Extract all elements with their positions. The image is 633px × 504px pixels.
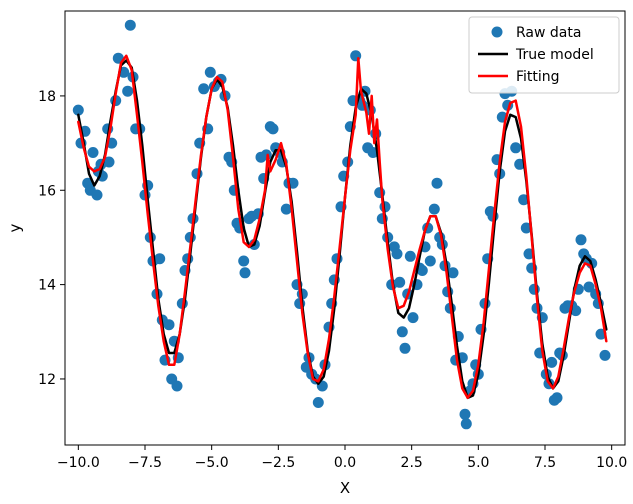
data-point [459,408,471,420]
x-tick-label: 0.0 [334,455,356,471]
fitting-line [77,54,608,400]
data-point [404,250,416,262]
x-tick-label: 10.0 [596,455,627,471]
y-tick-label: 18 [38,89,56,105]
y-tick-label: 16 [38,183,56,199]
data-point [103,156,115,168]
data-point [407,312,419,324]
data-point [72,104,84,116]
data-point [514,158,526,170]
x-tick-label: −2.5 [261,455,295,471]
x-tick-label: −7.5 [128,455,162,471]
x-tick-label: 7.5 [534,455,556,471]
x-axis: −10.0 −7.5 −5.0 −2.5 0.0 2.5 5.0 7.5 10.0 [57,445,627,471]
data-point [87,147,99,158]
y-axis-label: y [6,223,24,232]
data-point [91,189,103,201]
x-axis-label: X [340,479,350,497]
data-point [424,255,436,267]
data-point [312,397,324,408]
data-point [280,203,292,215]
legend-label-raw-data: Raw data [516,25,581,41]
data-point [460,418,472,430]
data-point [198,83,210,95]
data-point [428,203,440,215]
y-tick-label: 12 [38,372,56,388]
data-point [546,356,558,368]
legend-label-true-model: True model [515,47,594,63]
data-point [122,85,134,97]
data-point [551,392,563,404]
x-tick-label: −5.0 [195,455,229,471]
y-axis: 12 14 16 18 [38,89,65,388]
data-point [238,255,250,267]
data-point [416,265,428,276]
data-point [154,253,166,265]
data-point [391,248,403,260]
data-point [447,267,459,279]
data-point [163,319,175,331]
x-tick-label: −10.0 [57,455,100,471]
data-point [575,234,587,246]
data-point [431,177,443,189]
data-point [191,168,203,180]
x-tick-label: 5.0 [467,455,489,471]
data-point [520,222,532,234]
data-point [583,281,595,293]
data-point [396,326,408,338]
y-tick-label: 14 [38,278,56,294]
x-tick-label: 2.5 [401,455,423,471]
data-point [394,276,406,288]
data-point [570,305,582,317]
data-point [518,194,530,206]
legend: Raw data True model Fitting [468,16,620,94]
data-point [124,19,136,31]
data-point [239,267,251,279]
legend-marker-raw-data [491,26,503,38]
series-layer [72,19,611,430]
data-point [204,66,216,78]
data-point [171,380,183,392]
data-point [399,342,411,354]
legend-box [468,16,620,94]
data-point [510,142,522,154]
legend-label-fitting: Fitting [516,69,560,85]
data-point [599,349,611,361]
series-fitting [77,54,608,400]
data-point [267,123,279,135]
